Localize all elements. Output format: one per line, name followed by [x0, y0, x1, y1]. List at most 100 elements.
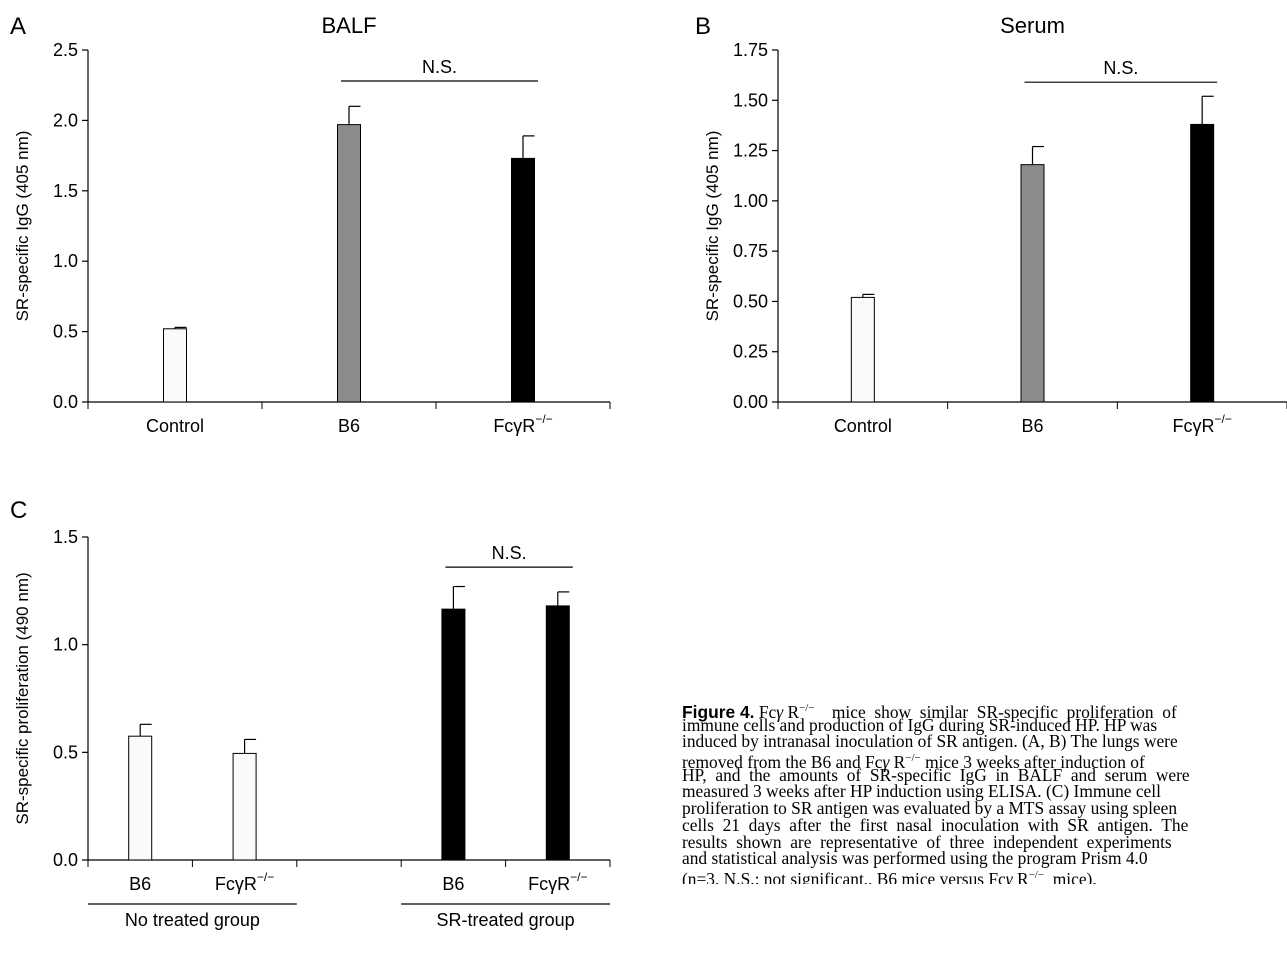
group-label: No treated group: [125, 910, 260, 930]
chart-title: Serum: [1000, 13, 1065, 38]
caption-line: HP, and the amounts of SR-specific IgG i…: [682, 764, 1287, 785]
caption-segment: Figure 4.: [682, 701, 755, 722]
y-tick-label: 2.5: [53, 40, 78, 60]
category-name: FcγR: [215, 874, 257, 894]
y-tick-label: 0.00: [733, 392, 768, 412]
caption-line: Figure 4. Fcγ R−/− mice show similar SR-…: [682, 700, 1287, 720]
y-axis-label: SR-specific IgG (405 nm): [703, 131, 722, 322]
y-axis-label: SR-specific IgG (405 nm): [13, 131, 32, 322]
x-tick-label: Control: [146, 416, 204, 436]
caption-line: induced by intranasal inoculation of SR …: [682, 733, 1287, 750]
y-tick-label: 0.75: [733, 241, 768, 261]
bar: [337, 124, 361, 403]
caption-line: cells 21 days after the first nasal inoc…: [682, 814, 1287, 835]
y-tick-label: 2.0: [53, 110, 78, 130]
caption-segment: induced by intranasal inoculation of SR …: [682, 731, 1178, 752]
category-name: B6: [338, 416, 360, 436]
category-name: Control: [834, 416, 892, 436]
y-tick-label: 1.75: [733, 40, 768, 60]
x-tick-label: Control: [834, 416, 892, 436]
caption-segment: mice 3 weeks after induction of: [920, 751, 1145, 772]
panel-letter: A: [10, 13, 26, 40]
bar: [511, 157, 535, 403]
panel-b: B Serum SR-specific IgG (405 nm) 0.00 0.25 0.…: [650, 0, 1287, 470]
y-tick-label: 1.25: [733, 141, 768, 161]
y-tick-label: 1.0: [53, 635, 78, 655]
caption-segment: γ: [882, 751, 890, 772]
y-tick-label: 0.0: [53, 392, 78, 412]
y-tick-label: 1.5: [53, 181, 78, 201]
caption-line: measured 3 weeks after HP induction usin…: [682, 783, 1287, 800]
caption-segment: mice).: [1044, 868, 1097, 884]
caption-segment: −/−: [1028, 868, 1045, 881]
bar: [128, 735, 153, 861]
caption-segment: cells 21 days after the first nasal inoc…: [682, 814, 1189, 835]
x-tick-label: FcγR−/−: [528, 870, 587, 894]
bar: [163, 328, 187, 403]
caption-line: and statistical analysis was performed u…: [682, 848, 1287, 869]
y-tick-label: 0.50: [733, 291, 768, 311]
caption-segment: −/−: [905, 752, 921, 765]
caption-line: removed from the B6 and Fcγ R−/− mice 3 …: [682, 750, 1287, 770]
y-tick-label: 0.5: [53, 742, 78, 762]
caption-segment: results shown are representative of thre…: [682, 831, 1172, 852]
caption-line: results shown are representative of thre…: [682, 831, 1287, 852]
group-label: SR-treated group: [437, 910, 575, 930]
bar: [850, 296, 875, 403]
x-tick-label: B6: [338, 416, 360, 436]
bar: [1020, 164, 1045, 403]
chart-c: C SR-specific proliferation (490 nm) 0.0 0.…: [10, 497, 611, 930]
panel-c: C SR-specific proliferation (490 nm) 0.0 0.…: [0, 490, 640, 958]
x-tick-label: FcγR−/−: [215, 870, 274, 894]
bar: [232, 752, 257, 861]
bar: [1190, 123, 1215, 403]
caption-segment: proliferation to SR antigen was evaluate…: [682, 798, 1178, 819]
caption-segment: removed from the B6 and Fc: [682, 751, 883, 772]
category-name: FcγR: [493, 416, 535, 436]
caption-segment: γ: [776, 701, 784, 722]
y-tick-label: 1.5: [53, 527, 78, 547]
category-name: Control: [146, 416, 204, 436]
chart-a: A BALF SR-specific IgG (405 nm) 0.0 0.5 1.0 1.…: [10, 13, 611, 436]
category-name: B6: [1021, 416, 1043, 436]
caption-segment: measured 3 weeks after HP induction usin…: [682, 781, 1161, 802]
significance-label: N.S.: [492, 543, 527, 563]
chart-b: B Serum SR-specific IgG (405 nm) 0.00 0.25 0.…: [695, 13, 1287, 436]
significance-label: N.S.: [1103, 58, 1138, 78]
category-name: FcγR: [1172, 416, 1214, 436]
y-tick-label: 0.25: [733, 342, 768, 362]
caption-segment: R: [1012, 868, 1029, 884]
category-superscript: −/−: [1214, 412, 1231, 426]
category-superscript: −/−: [535, 412, 552, 426]
caption-segment: γ: [1005, 868, 1013, 884]
panel-letter: B: [695, 13, 711, 40]
x-tick-label: B6: [442, 874, 464, 894]
y-tick-label: 1.50: [733, 90, 768, 110]
y-tick-label: 1.00: [733, 191, 768, 211]
caption-segment: and statistical analysis was performed u…: [682, 848, 1148, 869]
caption-line: immune cells and production of IgG durin…: [682, 716, 1287, 733]
category-superscript: −/−: [570, 870, 587, 884]
caption-segment: Fc: [754, 701, 777, 722]
bar: [545, 605, 570, 861]
caption-segment: mice show similar SR-specific proliferat…: [814, 701, 1177, 722]
y-tick-label: 1.0: [53, 251, 78, 271]
bar: [441, 608, 466, 861]
caption-segment: R: [783, 701, 800, 722]
caption-segment: R: [889, 751, 906, 772]
caption-segment: −/−: [799, 702, 815, 714]
y-tick-label: 0.0: [53, 850, 78, 870]
chart-title: BALF: [321, 13, 376, 38]
category-name: FcγR: [528, 874, 570, 894]
y-tick-label: 0.5: [53, 322, 78, 342]
category-name: B6: [442, 874, 464, 894]
caption-line: proliferation to SR antigen was evaluate…: [682, 798, 1287, 819]
figure-caption: Figure 4. Fcγ R−/− mice show similar SR-…: [682, 700, 1287, 884]
x-tick-label: B6: [1021, 416, 1043, 436]
x-tick-label: FcγR−/−: [493, 412, 552, 436]
category-superscript: −/−: [257, 870, 274, 884]
caption-line: (n=3, N.S.: not significant,, B6 mice ve…: [682, 867, 1287, 884]
caption-segment: HP, and the amounts of SR-specific IgG i…: [682, 764, 1190, 785]
caption-segment: (n=3, N.S.: not significant,, B6 mice ve…: [682, 868, 1006, 884]
y-axis-label: SR-specific proliferation (490 nm): [13, 572, 32, 824]
